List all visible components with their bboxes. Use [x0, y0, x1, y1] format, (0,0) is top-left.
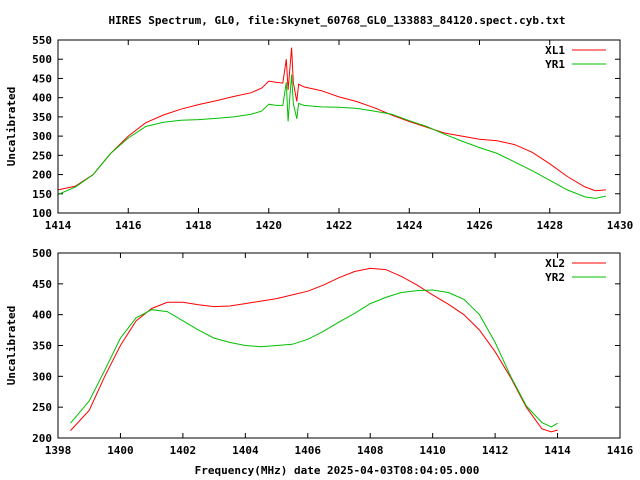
y-tick-label: 300 — [32, 130, 52, 143]
x-tick-label: 1406 — [295, 444, 322, 457]
legend-label-yr1: YR1 — [545, 58, 565, 71]
y-tick-label: 450 — [32, 278, 52, 291]
series-yr2-line — [70, 289, 558, 428]
x-tick-label: 1428 — [537, 219, 564, 232]
x-tick-label: 1424 — [396, 219, 423, 232]
x-tick-label: 1416 — [115, 219, 142, 232]
x-tick-label: 1398 — [45, 444, 72, 457]
x-tick-label: 1404 — [232, 444, 259, 457]
y-tick-label: 350 — [32, 111, 52, 124]
x-tick-label: 1418 — [185, 219, 212, 232]
x-tick-label: 1414 — [544, 444, 571, 457]
legend-label-xl1: XL1 — [545, 44, 565, 57]
x-tick-label: 1426 — [466, 219, 493, 232]
plot-2: 1398 1400 1402 1404 1406 1408 1410 1412 1414 1416… — [5, 247, 634, 457]
legend-label-yr2: YR2 — [545, 271, 565, 284]
x-tick-label: 1408 — [357, 444, 384, 457]
x-axis-label: Frequency(MHz) date 2025-04-03T08:04:05.… — [195, 464, 480, 477]
x-tick-label: 1422 — [326, 219, 353, 232]
y-tick-label: 400 — [32, 92, 52, 105]
y-tick-label: 450 — [32, 72, 52, 85]
plot-1: 1414 1416 1418 1420 1422 1424 1426 1428 1430 100 1… — [5, 34, 633, 232]
y-axis-label: Uncalibrated — [5, 306, 18, 385]
y-tick-label: 150 — [32, 188, 52, 201]
y-tick-label: 200 — [32, 169, 52, 182]
y-tick-label: 500 — [32, 247, 52, 260]
y-tick-label: 250 — [32, 149, 52, 162]
x-tick-label: 1416 — [607, 444, 634, 457]
y-axis-label: Uncalibrated — [5, 87, 18, 166]
x-tick-label: 1412 — [482, 444, 509, 457]
chart-title: HIRES Spectrum, GL0, file:Skynet_60768_G… — [109, 14, 566, 27]
plot-border — [57, 39, 621, 214]
x-tick-label: 1430 — [607, 219, 634, 232]
series-yr1-line — [57, 74, 607, 199]
x-tick-label: 1420 — [256, 219, 283, 232]
x-tick-label: 1410 — [419, 444, 446, 457]
x-tick-label: 1402 — [170, 444, 197, 457]
y-tick-label: 400 — [32, 309, 52, 322]
y-tick-label: 300 — [32, 370, 52, 383]
y-tick-label: 550 — [32, 34, 52, 47]
y-tick-label: 350 — [32, 340, 52, 353]
y-tick-label: 250 — [32, 401, 52, 414]
series-xl1-line — [57, 47, 606, 192]
plot-border — [57, 252, 621, 439]
y-tick-label: 200 — [32, 432, 52, 445]
legend-label-xl2: XL2 — [545, 257, 565, 270]
y-tick-label: 100 — [32, 207, 52, 220]
y-tick-label: 500 — [32, 53, 52, 66]
x-tick-label: 1400 — [107, 444, 134, 457]
series-xl2-line — [70, 267, 558, 433]
x-tick-label: 1414 — [45, 219, 72, 232]
